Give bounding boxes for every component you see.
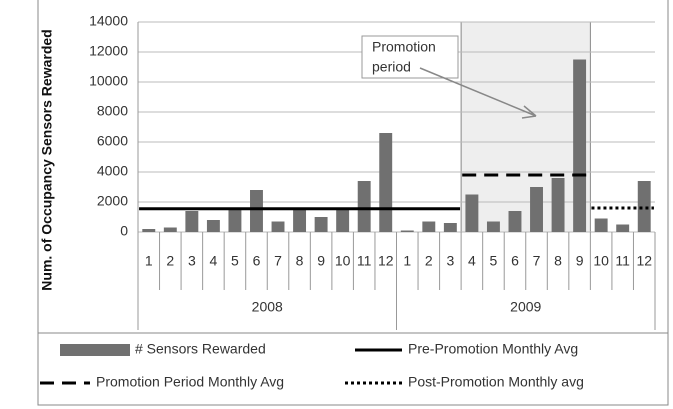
bar xyxy=(142,229,156,232)
x-tick-label: 8 xyxy=(296,253,304,269)
annotation-text: Promotion xyxy=(372,39,436,55)
annotation-box xyxy=(361,35,459,79)
bar xyxy=(637,181,651,232)
promotion-region xyxy=(460,21,591,233)
bar xyxy=(163,227,177,232)
legend-swatch xyxy=(60,344,130,356)
x-tick-label: 2 xyxy=(166,253,174,269)
x-tick-label: 11 xyxy=(615,253,630,269)
bar xyxy=(530,187,543,232)
y-tick-label: 4000 xyxy=(97,163,128,179)
x-tick-label: 9 xyxy=(576,253,584,269)
y-tick-label: 14000 xyxy=(89,13,128,29)
bar xyxy=(465,194,479,232)
bar xyxy=(379,133,393,232)
x-tick-label: 4 xyxy=(468,253,476,269)
x-tick-label: 3 xyxy=(446,253,454,269)
bar xyxy=(293,208,307,232)
x-tick-label: 7 xyxy=(274,253,282,269)
bar xyxy=(594,218,608,232)
group-label: 2009 xyxy=(510,299,541,315)
x-tick-label: 7 xyxy=(533,253,541,269)
bar xyxy=(551,178,565,232)
group-label: 2008 xyxy=(252,299,283,315)
y-tick-label: 12000 xyxy=(89,43,128,59)
y-tick-label: 2000 xyxy=(97,193,128,209)
x-tick-label: 10 xyxy=(593,253,609,269)
bar xyxy=(573,59,587,232)
x-tick-label: 5 xyxy=(490,253,498,269)
x-tick-label: 12 xyxy=(378,253,394,269)
legend-label: # Sensors Rewarded xyxy=(135,341,266,357)
bar xyxy=(508,211,522,232)
x-tick-label: 9 xyxy=(317,253,325,269)
x-tick-label: 12 xyxy=(636,253,652,269)
y-tick-label: 6000 xyxy=(97,133,128,149)
x-tick-label: 8 xyxy=(554,253,562,269)
bar xyxy=(357,181,371,232)
annotation-text: period xyxy=(372,59,411,75)
bar xyxy=(228,208,242,232)
legend-label: Post-Promotion Monthly avg xyxy=(408,374,584,390)
x-tick-label: 1 xyxy=(403,253,411,269)
x-tick-label: 2 xyxy=(425,253,433,269)
x-tick-label: 3 xyxy=(188,253,196,269)
bar xyxy=(250,190,263,232)
x-tick-label: 6 xyxy=(511,253,519,269)
bar xyxy=(314,217,328,232)
x-tick-label: 4 xyxy=(209,253,217,269)
bar xyxy=(206,220,220,232)
bar xyxy=(443,223,457,232)
y-tick-label: 8000 xyxy=(97,103,128,119)
x-tick-label: 5 xyxy=(231,253,239,269)
y-axis-label: Num. of Occupancy Sensors Rewarded xyxy=(39,29,55,290)
bar xyxy=(400,230,414,232)
legend-box xyxy=(37,332,669,406)
x-tick-label: 11 xyxy=(357,253,372,269)
bar xyxy=(422,221,436,232)
bar xyxy=(616,224,630,232)
x-tick-label: 6 xyxy=(253,253,261,269)
legend-label: Pre-Promotion Monthly Avg xyxy=(408,341,578,357)
y-tick-label: 10000 xyxy=(89,73,128,89)
bar xyxy=(336,208,350,232)
annotation-arrow xyxy=(419,67,537,119)
bar xyxy=(185,211,199,232)
x-tick-label: 1 xyxy=(145,253,153,269)
legend-label: Promotion Period Monthly Avg xyxy=(96,374,284,390)
x-tick-label: 10 xyxy=(335,253,351,269)
bar xyxy=(486,221,500,232)
y-tick-label: 0 xyxy=(120,223,128,239)
bar xyxy=(271,221,285,232)
